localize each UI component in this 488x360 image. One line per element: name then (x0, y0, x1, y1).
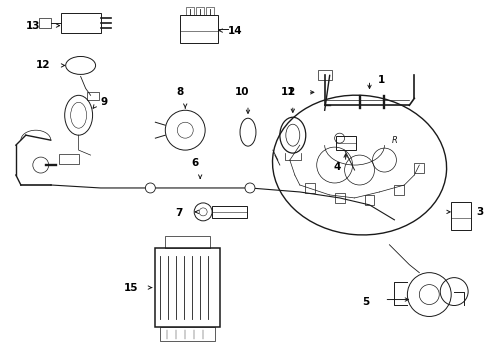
Bar (61, 13, 101, 32)
Text: 4: 4 (333, 162, 341, 172)
Circle shape (145, 183, 155, 193)
Text: 7: 7 (175, 208, 182, 218)
Bar (186, 7, 194, 15)
Circle shape (244, 183, 254, 193)
Text: 1: 1 (377, 75, 384, 85)
Text: 8: 8 (176, 87, 183, 97)
Text: 12: 12 (36, 60, 51, 71)
Text: 15: 15 (123, 283, 138, 293)
Bar (180, 15, 218, 42)
Bar (413, 163, 424, 173)
Bar (39, 18, 51, 28)
Bar (450, 202, 470, 230)
Text: 13: 13 (26, 21, 41, 31)
Bar (206, 7, 214, 15)
Bar (86, 92, 99, 100)
Bar (196, 7, 203, 15)
Text: 5: 5 (362, 297, 369, 306)
Text: 11: 11 (280, 87, 294, 97)
Bar (317, 71, 331, 80)
Text: R: R (391, 136, 397, 145)
Bar (165, 236, 210, 248)
Bar (155, 248, 220, 328)
Text: 10: 10 (234, 87, 249, 97)
Text: 14: 14 (227, 26, 242, 36)
Bar (59, 154, 79, 164)
Bar (304, 183, 314, 193)
Bar (160, 328, 215, 341)
Bar (335, 136, 355, 150)
Bar (212, 206, 246, 218)
Text: 9: 9 (101, 97, 107, 107)
Text: 6: 6 (191, 158, 199, 168)
Bar (364, 195, 374, 205)
Text: 3: 3 (475, 207, 482, 217)
Bar (394, 185, 404, 195)
Text: 2: 2 (287, 87, 294, 97)
Bar (334, 193, 344, 203)
